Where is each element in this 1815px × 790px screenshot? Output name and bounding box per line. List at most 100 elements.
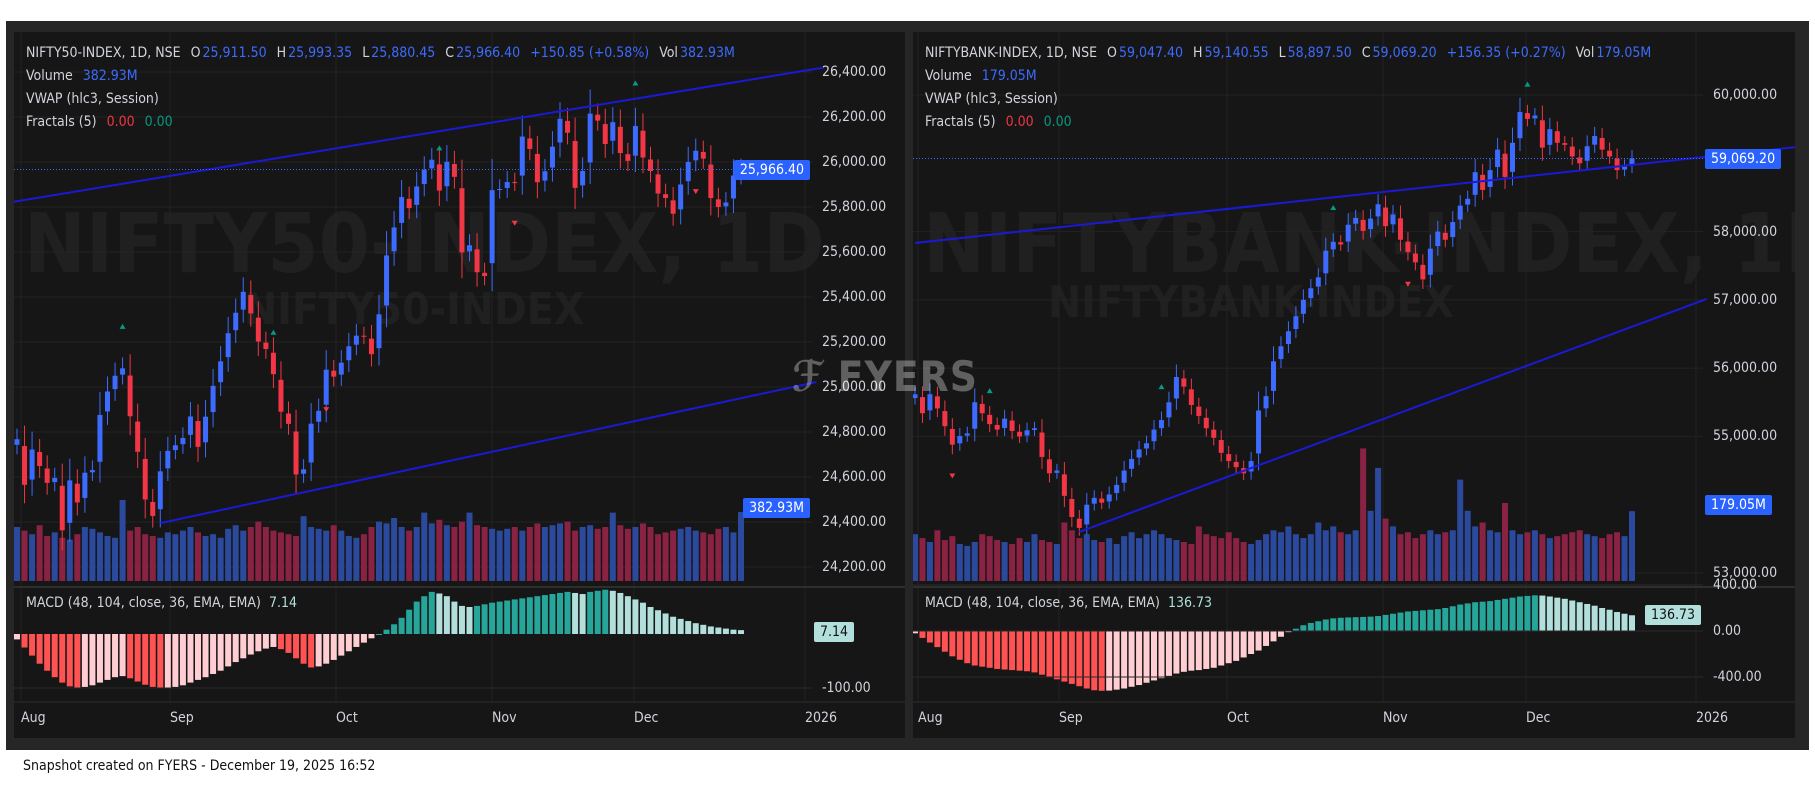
symbol-name[interactable]: NIFTYBANK-INDEX, 1D, NSE xyxy=(925,45,1098,61)
price-chart[interactable] xyxy=(14,32,905,738)
high-value: 25,993.35 xyxy=(288,45,353,61)
candle-body xyxy=(331,370,337,377)
volume-bar xyxy=(1061,522,1068,581)
close-label: C xyxy=(445,45,455,61)
volume-bar xyxy=(730,532,737,581)
macd-indicator-row[interactable]: MACD (48, 104, close, 36, EMA, EMA) 136.… xyxy=(925,595,1212,611)
macd-histogram-bar xyxy=(1016,631,1023,671)
macd-histogram-bar xyxy=(1225,631,1232,664)
volume-bar xyxy=(51,532,58,581)
macd-histogram-bar xyxy=(594,590,601,634)
macd-axis-label: -100.00 xyxy=(822,680,871,696)
volume-bar xyxy=(1031,534,1038,581)
macd-histogram-bar xyxy=(428,591,435,634)
macd-histogram-bar xyxy=(1038,631,1045,675)
candle-body xyxy=(1278,346,1284,360)
price-axis-label: 26,000.00 xyxy=(822,154,887,170)
volume-value: 179.05M xyxy=(981,68,1037,84)
fractals-indicator-row[interactable]: Fractals (5) 0.00 0.00 xyxy=(26,111,737,134)
volume-bar xyxy=(1173,540,1180,581)
macd-histogram-bar xyxy=(1442,608,1449,631)
macd-histogram-bar xyxy=(1360,616,1367,631)
price-chart[interactable] xyxy=(913,32,1795,738)
candle-body xyxy=(112,375,118,390)
time-axis-label: Sep xyxy=(1059,710,1083,726)
macd-histogram-bar xyxy=(964,631,971,664)
candle-body xyxy=(59,485,65,531)
candle-body xyxy=(979,403,985,414)
volume-bar xyxy=(1614,532,1621,581)
candle-body xyxy=(293,431,299,475)
candle-body xyxy=(444,161,450,187)
volume-bar xyxy=(481,527,488,581)
macd-histogram-bar xyxy=(112,634,119,678)
volume-bar xyxy=(270,530,277,581)
close-value: 59,069.20 xyxy=(1372,45,1437,61)
candle-body xyxy=(617,126,623,153)
candle-body xyxy=(1196,406,1202,416)
volume-bar xyxy=(1263,534,1270,581)
time-axis-label: 2026 xyxy=(805,710,838,726)
trendline[interactable] xyxy=(14,66,825,203)
fractal-down-marker xyxy=(323,407,330,413)
candle-body xyxy=(1211,429,1217,438)
macd-histogram-bar xyxy=(738,630,744,634)
macd-histogram-bar xyxy=(1479,601,1486,631)
volume-bar xyxy=(368,527,375,581)
macd-histogram-bar xyxy=(96,634,103,683)
volume-bar xyxy=(662,532,669,581)
trendline[interactable] xyxy=(160,381,817,525)
macd-histogram-bar xyxy=(1375,616,1382,631)
volume-bar xyxy=(609,512,616,581)
macd-histogram-bar xyxy=(300,634,307,664)
volume-bar xyxy=(715,528,722,581)
fractal-up-marker xyxy=(119,323,126,329)
trendline[interactable] xyxy=(1078,298,1708,533)
macd-histogram-bar xyxy=(29,634,36,656)
candle-body xyxy=(1300,299,1306,314)
close-label: C xyxy=(1361,45,1371,61)
candle-body xyxy=(1285,331,1291,345)
volume-bar xyxy=(1255,540,1262,581)
fractal-value-up: 0.00 xyxy=(1043,114,1072,130)
volume-bar xyxy=(489,528,496,581)
volume-bar xyxy=(1285,526,1292,581)
volume-bar xyxy=(195,532,201,581)
candle-body xyxy=(1547,129,1553,145)
volume-bar xyxy=(262,527,269,581)
volume-indicator-row[interactable]: Volume 382.93M xyxy=(26,65,737,88)
chart-panel-nifty50[interactable]: NIFTY50-INDEX, 1D NIFTY50-INDEX NIFTY50-… xyxy=(14,32,905,738)
candle-body xyxy=(187,416,193,435)
vwap-indicator-row[interactable]: VWAP (hlc3, Session) xyxy=(26,88,737,111)
candle-body xyxy=(361,335,367,337)
fractals-indicator-row[interactable]: Fractals (5) 0.00 0.00 xyxy=(925,111,1653,134)
volume-bar xyxy=(1001,542,1008,581)
candle-body xyxy=(301,469,307,474)
vwap-indicator-row[interactable]: VWAP (hlc3, Session) xyxy=(925,88,1653,111)
macd-histogram-bar xyxy=(119,634,126,677)
volume-indicator-row[interactable]: Volume 179.05M xyxy=(925,65,1653,88)
macd-histogram-bar xyxy=(1472,602,1479,631)
volume-bar xyxy=(376,521,382,581)
candle-body xyxy=(1308,288,1314,299)
candle-body xyxy=(1502,153,1508,177)
symbol-name[interactable]: NIFTY50-INDEX, 1D, NSE xyxy=(26,45,181,61)
volume-bar xyxy=(534,523,541,581)
macd-histogram-bar xyxy=(1195,631,1202,671)
candle-body xyxy=(135,421,141,452)
volume-bar xyxy=(572,530,579,581)
macd-indicator-row[interactable]: MACD (48, 104, close, 36, EMA, EMA) 7.14 xyxy=(26,595,297,611)
trendline[interactable] xyxy=(914,146,1795,244)
candle-body xyxy=(1076,518,1082,528)
volume-bar xyxy=(549,525,556,581)
macd-histogram-bar xyxy=(1569,600,1576,631)
candle-body xyxy=(195,421,201,447)
candle-body xyxy=(1532,115,1538,119)
volume-bar xyxy=(1345,534,1352,581)
last-price-tag: 25,966.40 xyxy=(733,159,810,180)
volume-bar xyxy=(1531,530,1538,581)
volume-bar xyxy=(1210,536,1217,581)
macd-label: MACD (48, 104, close, 36, EMA, EMA) xyxy=(26,595,261,611)
macd-histogram-bar xyxy=(443,596,450,634)
chart-panel-niftybank[interactable]: NIFTYBANK-INDEX, 1D NIFTYBANK-INDEX NIFT… xyxy=(913,32,1795,738)
